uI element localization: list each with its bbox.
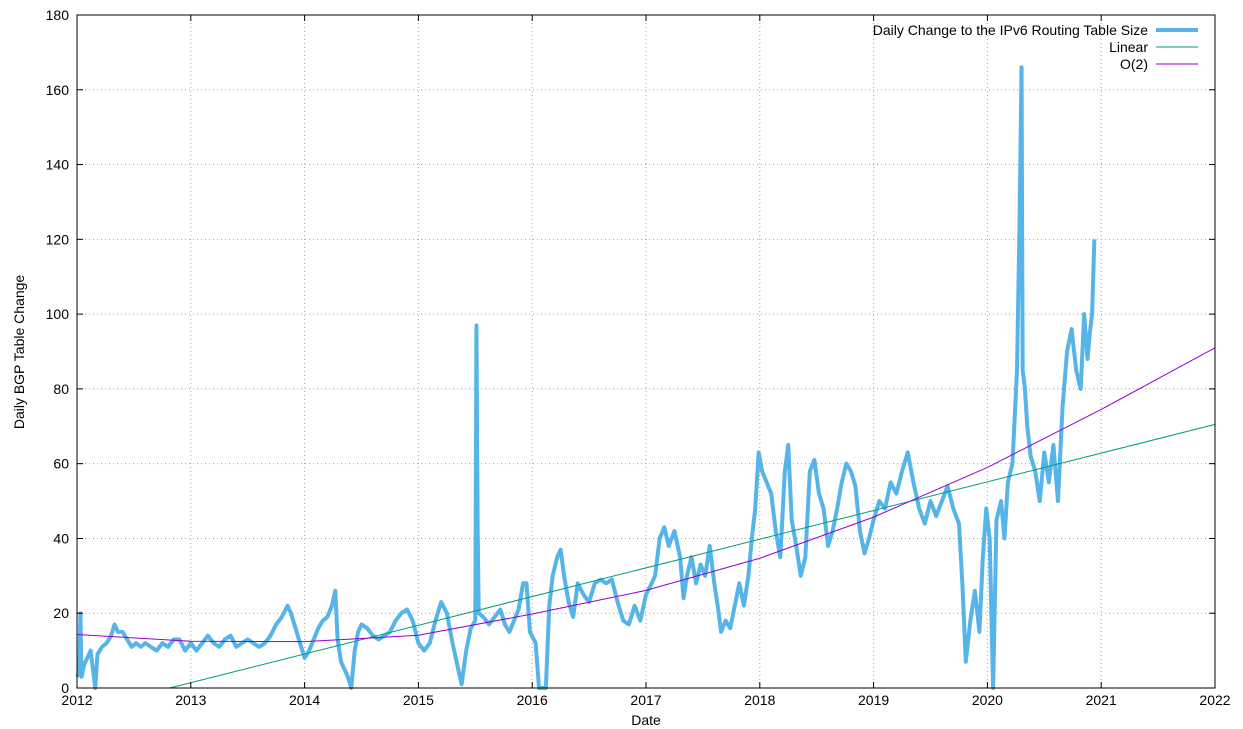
series-line-1 xyxy=(169,423,1216,689)
y-tick-label: 120 xyxy=(46,231,70,247)
x-tick-label: 2016 xyxy=(517,692,548,708)
x-axis-label: Date xyxy=(631,712,661,728)
y-axis-tick-labels: 0 20 40 60 80 100 120 140 160 180 xyxy=(46,7,70,696)
x-tick-label: 2018 xyxy=(744,692,775,708)
series-line-0 xyxy=(75,65,1097,690)
y-axis-label: Daily BGP Table Change xyxy=(11,275,27,430)
y-tick-label: 180 xyxy=(46,7,70,23)
y-tick-label: 140 xyxy=(46,157,70,173)
legend-label: O(2) xyxy=(1120,56,1148,72)
x-tick-label: 2022 xyxy=(1199,692,1230,708)
plot-series xyxy=(75,65,1216,690)
x-tick-label: 2012 xyxy=(61,692,92,708)
grid xyxy=(77,15,1215,688)
axis-ticks xyxy=(76,14,1216,689)
x-tick-label: 2015 xyxy=(403,692,434,708)
x-tick-label: 2019 xyxy=(858,692,889,708)
x-tick-label: 2013 xyxy=(175,692,206,708)
legend-label: Daily Change to the IPv6 Routing Table S… xyxy=(873,22,1148,38)
y-tick-label: 160 xyxy=(46,82,70,98)
y-tick-label: 60 xyxy=(53,456,69,472)
y-tick-label: 0 xyxy=(61,680,69,696)
x-axis-tick-labels: 2012 2013 2014 2015 2016 2017 2018 2019 2020 2021… xyxy=(61,692,1230,708)
x-tick-label: 2021 xyxy=(1086,692,1117,708)
x-tick-label: 2017 xyxy=(630,692,661,708)
y-tick-label: 80 xyxy=(53,381,69,397)
y-tick-label: 20 xyxy=(53,605,69,621)
y-tick-label: 100 xyxy=(46,306,70,322)
legend: Daily Change to the IPv6 Routing Table S… xyxy=(873,22,1198,72)
y-tick-label: 40 xyxy=(53,530,69,546)
series-line-2 xyxy=(76,347,1216,643)
x-tick-label: 2020 xyxy=(972,692,1003,708)
legend-label: Linear xyxy=(1109,39,1148,55)
x-tick-label: 2014 xyxy=(289,692,320,708)
